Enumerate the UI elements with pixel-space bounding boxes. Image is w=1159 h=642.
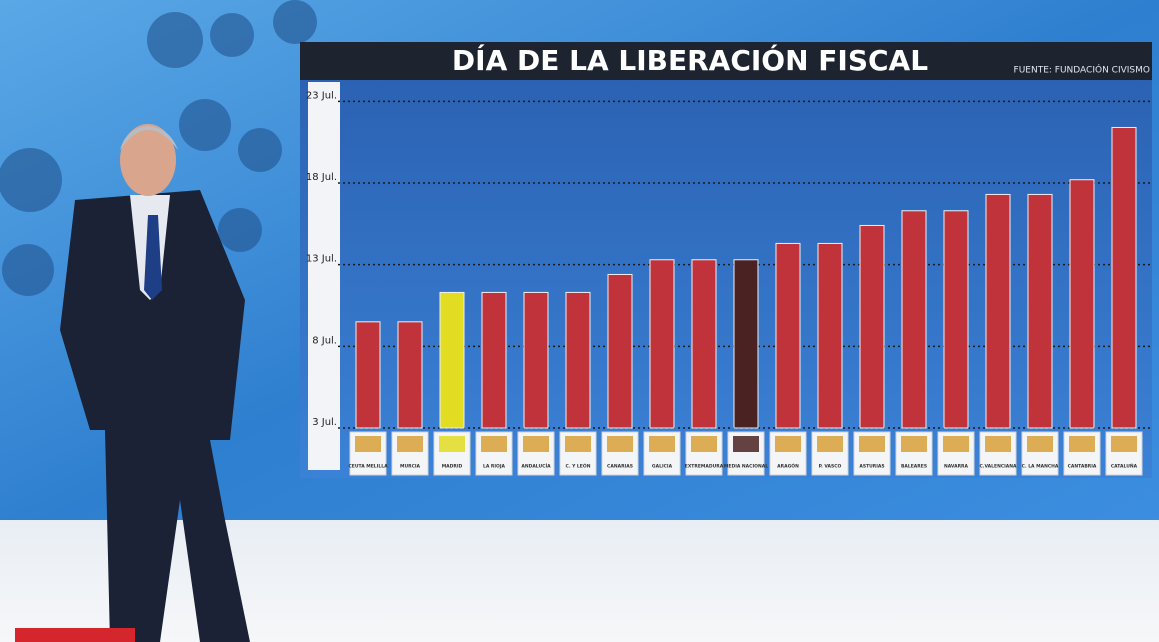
suit xyxy=(60,190,250,642)
source: FUENTE: FUNDACIÓN CIVISMO xyxy=(1014,64,1150,76)
x-tick-label: P. VASCO xyxy=(819,464,842,470)
bar xyxy=(691,259,717,429)
x-tick-label: BALEARES xyxy=(901,464,927,470)
flag xyxy=(733,436,759,452)
x-tick-label: MADRID xyxy=(442,464,463,470)
flag xyxy=(565,436,591,452)
bar xyxy=(397,321,423,429)
x-tick-label: MEDIA NACIONAL xyxy=(724,464,768,470)
bar xyxy=(649,259,675,429)
bar xyxy=(1027,193,1053,429)
x-tick-label: ARAGÓN xyxy=(777,463,799,470)
bar xyxy=(817,242,843,429)
channel-logo xyxy=(15,628,135,642)
x-tick-label: ANDALUCÍA xyxy=(521,462,551,470)
x-tick-label: C. LA MANCHA xyxy=(1022,464,1059,470)
x-tick-label: C.VALENCIANA xyxy=(979,464,1017,470)
flag xyxy=(523,436,549,452)
x-tick-label: CANARIAS xyxy=(607,464,633,470)
bar xyxy=(775,242,801,429)
bar xyxy=(943,210,969,429)
flag xyxy=(859,436,885,452)
bar xyxy=(733,259,759,429)
bar xyxy=(439,291,465,429)
bar xyxy=(565,291,591,429)
flag xyxy=(355,436,381,452)
x-tick-label: MURCIA xyxy=(400,464,421,470)
y-tick-label: 23 Jul. xyxy=(306,90,337,101)
y-tick-label: 18 Jul. xyxy=(306,172,337,183)
title-band xyxy=(300,42,1152,80)
x-tick-label: GALICIA xyxy=(652,464,673,470)
head xyxy=(120,124,176,196)
x-tick-label: C. Y LEÓN xyxy=(566,463,591,470)
flag xyxy=(817,436,843,452)
hair xyxy=(120,126,178,150)
flag xyxy=(943,436,969,452)
chart-panel xyxy=(300,42,1152,478)
bar xyxy=(859,224,885,429)
tie xyxy=(144,215,162,300)
flag xyxy=(985,436,1011,452)
x-tick-label: CATALUÑA xyxy=(1111,463,1138,470)
bar xyxy=(523,291,549,429)
bar xyxy=(481,291,507,429)
flag xyxy=(775,436,801,452)
bar xyxy=(355,321,381,429)
flag xyxy=(397,436,423,452)
flag xyxy=(1111,436,1137,452)
bar xyxy=(901,210,927,429)
bar xyxy=(985,193,1011,429)
coins-decoration xyxy=(0,0,317,296)
x-tick-label: CEUTA MELILLA xyxy=(348,464,388,470)
x-tick-label: NAVARRA xyxy=(944,464,969,470)
flag xyxy=(607,436,633,452)
bar xyxy=(1069,179,1095,429)
flag xyxy=(691,436,717,452)
y-tick-label: 8 Jul. xyxy=(312,335,337,346)
flag xyxy=(481,436,507,452)
bar xyxy=(1111,126,1137,429)
presenter xyxy=(60,124,250,642)
x-tick-label: EXTREMADURA xyxy=(685,464,724,470)
plot: 3 Jul. 8 Jul. 13 Jul. 18 Jul. 23 Jul. CEUTA M… xyxy=(306,90,1150,476)
y-axis-strip xyxy=(308,82,340,470)
chart-title: DÍA DE LA LIBERACIÓN FISCAL xyxy=(452,43,928,77)
flag xyxy=(439,436,465,452)
x-tick-label: CANTABRIA xyxy=(1068,464,1097,470)
flag xyxy=(649,436,675,452)
bar xyxy=(607,273,633,429)
flag xyxy=(1027,436,1053,452)
y-tick-label: 3 Jul. xyxy=(312,417,337,428)
flag xyxy=(901,436,927,452)
flag xyxy=(1069,436,1095,452)
x-tick-label: LA RIOJA xyxy=(483,464,506,470)
y-tick-label: 13 Jul. xyxy=(306,254,337,265)
x-tick-label: ASTURIAS xyxy=(859,464,884,470)
